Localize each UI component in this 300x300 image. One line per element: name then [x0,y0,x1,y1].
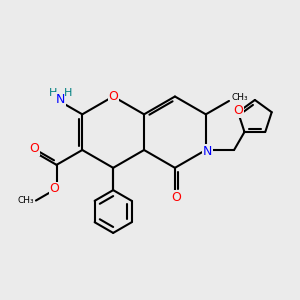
Text: CH₃: CH₃ [232,93,249,102]
Text: O: O [172,191,182,204]
Text: N: N [56,93,65,106]
Text: O: O [234,104,244,117]
Text: O: O [49,182,59,195]
Text: CH₃: CH₃ [17,196,34,205]
Text: H: H [48,88,57,98]
Text: N: N [202,145,212,158]
Text: O: O [30,142,40,155]
Text: O: O [108,90,118,103]
Text: H: H [64,88,72,98]
